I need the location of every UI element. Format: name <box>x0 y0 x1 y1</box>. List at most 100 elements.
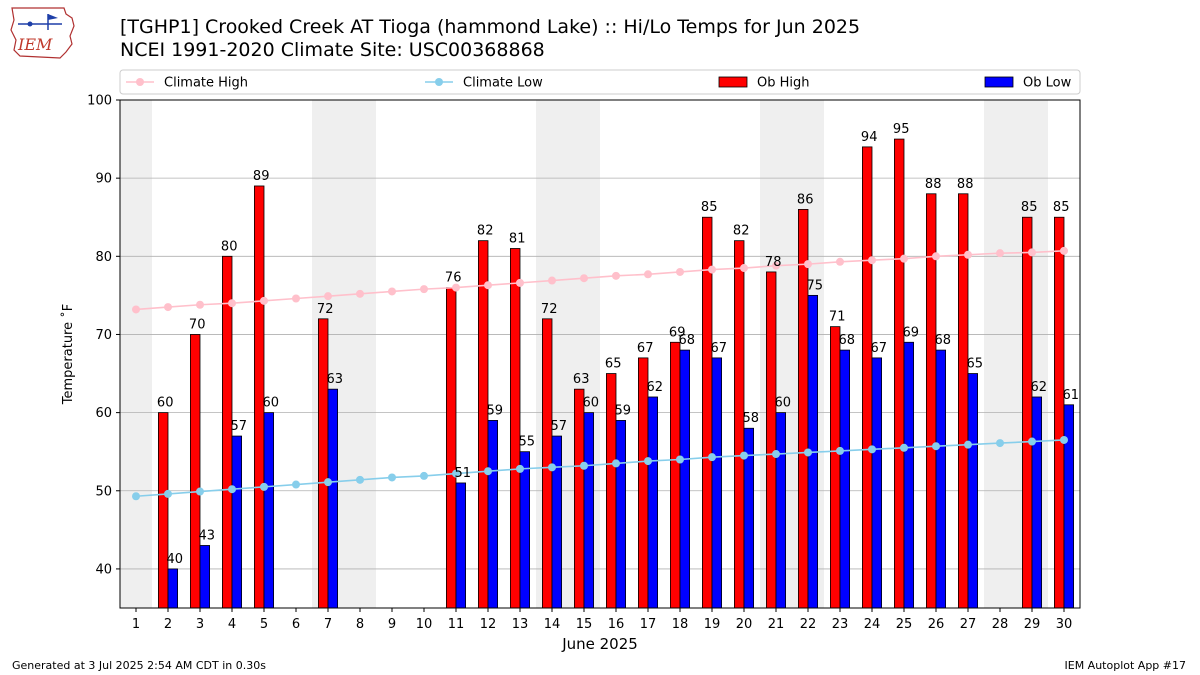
ob-high-label: 76 <box>445 271 462 286</box>
ob-high-bar <box>1022 216 1033 609</box>
x-tick-label: 30 <box>1056 617 1073 632</box>
climate-low-point <box>324 478 332 487</box>
chart-subtitle: NCEI 1991-2020 Climate Site: USC00368868 <box>120 39 545 61</box>
climate-high-point <box>260 296 268 305</box>
ob-high-bar <box>702 216 713 609</box>
x-tick-label: 4 <box>228 617 236 632</box>
y-tick-label: 60 <box>95 406 112 421</box>
climate-low-point <box>132 492 140 501</box>
ob-high-label: 69 <box>669 325 686 340</box>
x-tick-label: 16 <box>608 617 625 632</box>
x-tick-label: 29 <box>1024 617 1041 632</box>
ob-low-label: 59 <box>487 403 504 418</box>
climate-high-point <box>548 276 556 285</box>
ob-low-label: 40 <box>167 552 184 567</box>
climate-high-point <box>452 283 460 292</box>
ob-low-bar <box>839 349 851 609</box>
x-tick-label: 2 <box>164 617 172 632</box>
ob-low-bar <box>199 545 211 609</box>
climate-low-point <box>420 471 428 480</box>
ob-low-label: 58 <box>743 411 760 426</box>
x-tick-label: 11 <box>448 617 465 632</box>
ob-high-label: 94 <box>861 130 878 145</box>
climate-low-line <box>135 439 1065 498</box>
ob-high-bar <box>221 255 233 609</box>
ob-high-label: 80 <box>221 239 238 254</box>
climate-high-point <box>644 270 652 279</box>
x-tick-label: 23 <box>832 617 849 632</box>
climate-high-point <box>580 274 588 283</box>
y-tick-label: 90 <box>95 172 112 187</box>
ob-high-label: 86 <box>797 192 814 207</box>
chart-title: [TGHP1] Crooked Creek AT Tioga (hammond … <box>120 16 861 38</box>
ob-high-label: 72 <box>317 302 334 317</box>
ob-low-bar <box>583 412 595 609</box>
climate-high-point <box>164 303 172 312</box>
climate-low-point <box>580 461 588 470</box>
climate-low-point <box>868 445 876 454</box>
ob-low-bar <box>551 435 563 609</box>
ob-high-bar <box>317 318 329 609</box>
ob-high-label: 85 <box>701 200 718 215</box>
x-tick-label: 22 <box>800 617 817 632</box>
x-tick-label: 18 <box>672 617 689 632</box>
ob-low-bar <box>679 349 691 609</box>
ob-high-label: 82 <box>733 224 750 239</box>
climate-low-point <box>740 451 748 460</box>
ob-low-label: 61 <box>1063 388 1080 403</box>
x-tick-label: 28 <box>992 617 1009 632</box>
ob-high-bar <box>862 146 873 609</box>
ob-high-bar <box>894 138 905 609</box>
x-tick-label: 26 <box>928 617 945 632</box>
climate-high-point <box>1060 246 1068 255</box>
x-tick-label: 27 <box>960 617 977 632</box>
climate-low-point <box>612 459 620 468</box>
ob-low-label: 60 <box>775 396 792 411</box>
legend-label: Climate Low <box>463 76 543 91</box>
climate-low-point <box>228 485 236 494</box>
weekend-shading <box>312 100 376 608</box>
ob-low-bar <box>711 357 723 609</box>
weekend-shading <box>760 100 824 608</box>
ob-low-bar <box>1031 396 1043 609</box>
ob-high-bar <box>157 412 169 609</box>
ob-high-label: 70 <box>189 317 206 332</box>
ob-low-bar <box>871 357 883 609</box>
climate-low-point <box>452 469 460 478</box>
y-tick-label: 50 <box>95 484 112 499</box>
ob-low-label: 75 <box>807 278 824 293</box>
ob-high-bar <box>606 373 617 609</box>
legend-box <box>119 69 1081 95</box>
x-tick-label: 21 <box>768 617 785 632</box>
legend-bar-swatch <box>984 76 1014 88</box>
ob-high-bar <box>766 271 777 609</box>
climate-low-point <box>484 467 492 476</box>
ob-low-label: 55 <box>519 435 536 450</box>
ob-low-label: 68 <box>839 333 856 348</box>
ob-high-label: 88 <box>957 177 974 192</box>
climate-low-point <box>388 473 396 482</box>
ob-low-bar <box>615 420 627 609</box>
ob-low-bar <box>263 412 275 609</box>
ob-low-bar <box>807 294 819 609</box>
climate-low-point <box>772 450 780 459</box>
ob-high-label: 60 <box>157 396 174 411</box>
ob-high-bar <box>477 240 489 609</box>
x-tick-label: 17 <box>640 617 657 632</box>
climate-high-point <box>964 250 972 259</box>
ob-high-bar <box>189 334 201 609</box>
ob-high-label: 78 <box>765 255 782 270</box>
climate-low-point <box>260 482 268 491</box>
climate-high-point <box>836 257 844 266</box>
x-tick-label: 14 <box>544 617 561 632</box>
ob-high-label: 67 <box>637 341 654 356</box>
climate-high-point <box>868 256 876 265</box>
ob-high-label: 89 <box>253 169 270 184</box>
y-tick-label: 80 <box>95 250 112 265</box>
climate-low-point <box>196 487 204 496</box>
generated-footer: Generated at 3 Jul 2025 2:54 AM CDT in 0… <box>12 659 266 672</box>
ob-low-label: 57 <box>231 419 248 434</box>
ob-low-bar <box>935 349 947 609</box>
climate-high-point <box>228 299 236 308</box>
